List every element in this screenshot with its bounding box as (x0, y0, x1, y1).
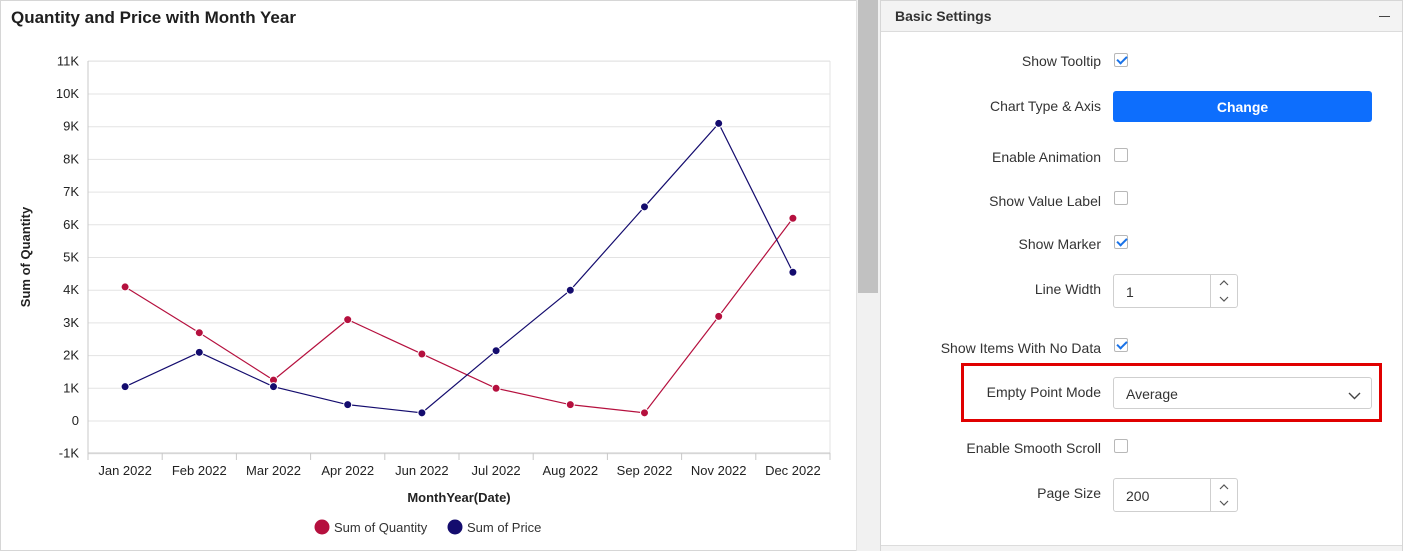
show-tooltip-checkbox[interactable] (1114, 53, 1128, 67)
line-width-label: Line Width (1034, 281, 1101, 297)
chevron-down-icon (1348, 387, 1361, 405)
data-point-price (565, 285, 575, 295)
show-items-no-data-label: Show Items With No Data (940, 340, 1101, 356)
chevron-down-icon[interactable] (1211, 291, 1237, 307)
x-tick-label: Jun 2022 (395, 463, 449, 478)
empty-point-mode-value: Average (1126, 386, 1178, 402)
line-width-stepper[interactable]: 1 (1113, 274, 1238, 308)
series-line-price (124, 122, 794, 414)
data-point-price (120, 382, 130, 392)
series-line-quantity (124, 217, 794, 414)
show-value-label-label: Show Value Label (989, 193, 1101, 209)
settings-title: Basic Settings (895, 8, 992, 24)
x-tick-label: Sep 2022 (617, 463, 673, 478)
chart-svg: -1K 0 1K 2K 3K 4K 5K 6K 7K 8K 9K 10K 11K Jan 2022 Feb … (18, 53, 831, 535)
x-tick-label: Aug 2022 (542, 463, 598, 478)
legend-marker (314, 519, 330, 535)
show-marker-label: Show Marker (1018, 236, 1101, 252)
empty-point-mode-dropdown[interactable]: Average (1113, 377, 1372, 409)
data-point-quantity (343, 315, 353, 325)
data-point-price (417, 408, 427, 418)
page-size-label: Page Size (1037, 485, 1101, 501)
page-size-input[interactable]: 200 (1126, 488, 1150, 504)
x-tick-label: Nov 2022 (691, 463, 747, 478)
data-point-quantity (120, 282, 130, 292)
settings-footer (881, 545, 1402, 551)
y-tick-label: 4K (63, 282, 79, 297)
page-size-stepper[interactable]: 200 (1113, 478, 1238, 512)
y-tick-label: -1K (59, 446, 80, 461)
y-tick-label: 1K (63, 380, 79, 395)
chevron-down-icon[interactable] (1211, 495, 1237, 511)
x-tick-label: Dec 2022 (765, 463, 821, 478)
line-width-spin (1210, 275, 1237, 307)
y-tick-label: 3K (63, 315, 79, 330)
chart-type-axis-label: Chart Type & Axis (989, 98, 1101, 114)
x-axis-title: MonthYear(Date) (407, 490, 510, 505)
y-tick-label: 0 (72, 413, 79, 428)
data-point-quantity (640, 408, 649, 418)
show-value-label-checkbox[interactable] (1114, 191, 1128, 205)
enable-animation-label: Enable Animation (992, 149, 1101, 165)
page-size-spin (1210, 479, 1237, 511)
chevron-up-icon[interactable] (1211, 275, 1237, 291)
enable-smooth-scroll-label: Enable Smooth Scroll (966, 440, 1101, 456)
enable-animation-checkbox[interactable] (1114, 148, 1128, 162)
data-point-quantity (714, 311, 724, 321)
settings-panel: Basic Settings Show Tooltip Chart Type &… (880, 0, 1403, 551)
settings-header[interactable]: Basic Settings (881, 1, 1402, 32)
data-point-quantity (788, 213, 798, 223)
legend-label: Sum of Price (467, 520, 541, 535)
y-tick-label: 7K (63, 184, 79, 199)
data-point-price (269, 382, 278, 392)
y-tick-label: 10K (56, 86, 79, 101)
data-point-quantity (194, 328, 204, 338)
data-point-quantity (491, 383, 501, 393)
x-tick-label: Jul 2022 (472, 463, 521, 478)
show-marker-checkbox[interactable] (1114, 235, 1128, 249)
change-button[interactable]: Change (1113, 91, 1372, 122)
line-width-input[interactable]: 1 (1126, 284, 1134, 300)
legend-label: Sum of Quantity (334, 520, 428, 535)
y-tick-label: 5K (63, 250, 79, 265)
minus-icon[interactable] (1379, 16, 1390, 17)
data-point-quantity (565, 400, 575, 410)
highlight-box (961, 363, 1382, 422)
y-tick-label: 2K (63, 348, 79, 363)
data-point-price (640, 202, 649, 212)
x-tick-label: Apr 2022 (321, 463, 374, 478)
enable-smooth-scroll-checkbox[interactable] (1114, 439, 1128, 453)
data-point-price (491, 346, 501, 356)
y-tick-label: 11K (57, 53, 79, 68)
y-tick-label: 6K (63, 217, 79, 232)
chevron-up-icon[interactable] (1211, 479, 1237, 495)
data-point-price (194, 347, 204, 357)
empty-point-mode-label: Empty Point Mode (986, 384, 1101, 400)
chart-title: Quantity and Price with Month Year (11, 8, 296, 27)
data-point-price (788, 267, 798, 277)
x-tick-label: Feb 2022 (172, 463, 227, 478)
data-point-price (714, 118, 724, 128)
x-tick-label: Jan 2022 (98, 463, 152, 478)
legend-marker (447, 519, 463, 535)
chart-panel: -1K 0 1K 2K 3K 4K 5K 6K 7K 8K 9K 10K 11K Jan 2022 Feb … (0, 0, 856, 551)
x-tick-label: Mar 2022 (246, 463, 301, 478)
show-tooltip-label: Show Tooltip (1021, 53, 1101, 69)
data-point-price (343, 400, 353, 410)
y-tick-label: 9K (63, 119, 79, 134)
scrollbar-thumb[interactable] (858, 0, 878, 293)
show-items-no-data-checkbox[interactable] (1114, 338, 1128, 352)
y-tick-label: 8K (63, 151, 79, 166)
data-point-quantity (417, 349, 427, 359)
y-axis-title: Sum of Quantity (18, 206, 33, 307)
